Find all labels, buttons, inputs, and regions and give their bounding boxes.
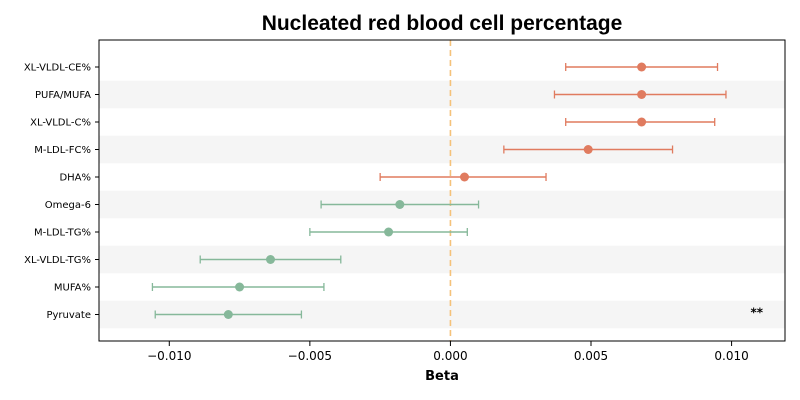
axes: [98, 39, 786, 342]
estimate-row: [320, 200, 480, 209]
estimate-point: [637, 90, 647, 99]
x-tick-label: −0.010: [147, 349, 191, 363]
category-label: M-LDL-FC%: [34, 145, 91, 156]
category-label: DHA%: [59, 173, 91, 184]
estimate-row: [565, 62, 719, 72]
plot-frame: [98, 39, 786, 342]
category-label: Pyruvate: [46, 310, 91, 321]
x-tick-label: 0.010: [714, 349, 748, 363]
category-label: M-LDL-TG%: [34, 228, 91, 239]
estimate-marks: [151, 62, 727, 319]
estimate-point: [235, 282, 245, 292]
estimate-point: [223, 310, 233, 319]
estimate-row: [199, 255, 342, 264]
category-labels: XL-VLDL-CE% PUFA/MUFA XL-VLDL-C% M-LDL-FC% D…: [24, 63, 99, 321]
x-tick-label: 0.000: [433, 349, 467, 363]
x-axis-label: Beta: [425, 369, 459, 384]
x-tick-label: −0.005: [288, 349, 332, 363]
annotations: **: [750, 306, 763, 320]
category-label: MUFA%: [54, 283, 91, 294]
significance-annotation: **: [750, 306, 763, 320]
estimate-point: [266, 255, 275, 264]
x-ticks: −0.010 −0.005 0.000 0.005 0.010: [147, 341, 749, 363]
category-label: Omega-6: [45, 200, 91, 211]
row-band: [99, 135, 785, 164]
estimate-row: [379, 172, 547, 182]
estimate-point: [637, 62, 647, 72]
estimate-row: [309, 227, 468, 237]
estimate-row: [154, 310, 303, 319]
estimate-point: [459, 172, 469, 182]
estimate-point: [583, 145, 593, 154]
estimate-row: [503, 145, 674, 154]
estimate-point: [395, 200, 405, 209]
category-label: XL-VLDL-CE%: [24, 63, 91, 74]
x-tick-label: 0.005: [574, 349, 608, 363]
estimate-row: [151, 282, 325, 292]
category-label: XL-VLDL-TG%: [24, 255, 91, 266]
category-label: PUFA/MUFA: [35, 90, 91, 101]
estimate-point: [384, 227, 394, 237]
chart-title: Nucleated red blood cell percentage: [262, 12, 623, 35]
category-label: XL-VLDL-C%: [30, 118, 91, 129]
estimate-row: [553, 90, 727, 99]
estimate-row: [565, 117, 716, 127]
estimate-point: [637, 117, 647, 127]
